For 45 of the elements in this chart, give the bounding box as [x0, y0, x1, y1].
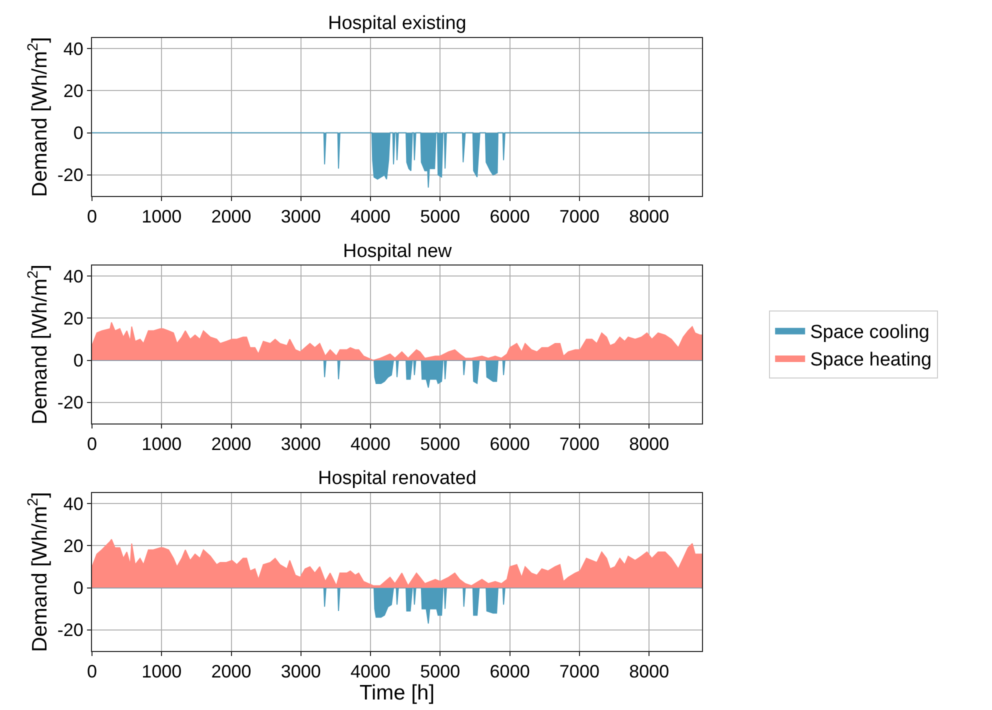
y-tick-label: 40: [63, 38, 84, 59]
x-tick-label: 4000: [350, 206, 391, 227]
x-tick-label: 0: [86, 662, 98, 682]
y-tick-label: 20: [63, 536, 84, 556]
y-tick-label: 20: [63, 80, 84, 101]
legend-label: Space cooling: [810, 322, 930, 343]
x-tick-label: 6000: [490, 206, 530, 227]
y-tick-label: -20: [57, 392, 84, 413]
x-tick-label: 1000: [142, 662, 182, 682]
x-tick-label: 5000: [420, 662, 460, 682]
x-tick-label: 2000: [211, 206, 252, 227]
x-tick-label: 5000: [420, 206, 460, 227]
chart-title: Hospital renovated: [318, 468, 476, 489]
y-tick-label: -20: [57, 165, 84, 186]
chart-title: Hospital existing: [328, 13, 466, 34]
y-tick-label: 20: [63, 308, 84, 328]
x-tick-label: 7000: [559, 662, 600, 682]
x-tick-label: 1000: [142, 434, 182, 454]
x-tick-label: 4000: [350, 434, 391, 454]
x-tick-label: 6000: [490, 434, 530, 454]
x-tick-label: 3000: [280, 434, 321, 454]
x-tick-label: 4000: [350, 662, 391, 682]
x-tick-label: 6000: [490, 662, 530, 682]
y-tick-label: 0: [73, 578, 84, 598]
x-tick-label: 7000: [559, 206, 600, 227]
y-tick-label: 40: [63, 266, 84, 286]
x-tick-label: 8000: [629, 206, 670, 227]
x-tick-label: 0: [86, 434, 98, 454]
y-tick-label: 40: [63, 494, 84, 514]
x-tick-label: 2000: [211, 434, 252, 454]
y-tick-label: 0: [73, 123, 84, 144]
chart-title: Hospital new: [343, 241, 452, 262]
x-axis-title: Time [h]: [359, 682, 435, 705]
x-tick-label: 5000: [420, 434, 460, 454]
x-tick-label: 8000: [629, 662, 670, 682]
x-tick-label: 0: [86, 206, 98, 227]
x-tick-label: 3000: [280, 662, 321, 682]
x-tick-label: 2000: [211, 662, 252, 682]
y-tick-label: 0: [73, 350, 84, 371]
x-tick-label: 3000: [280, 206, 321, 227]
x-tick-label: 1000: [142, 206, 182, 227]
legend-label: Space heating: [810, 349, 932, 370]
x-tick-label: 7000: [559, 434, 600, 454]
y-tick-label: -20: [57, 620, 84, 640]
x-tick-label: 8000: [629, 434, 670, 454]
